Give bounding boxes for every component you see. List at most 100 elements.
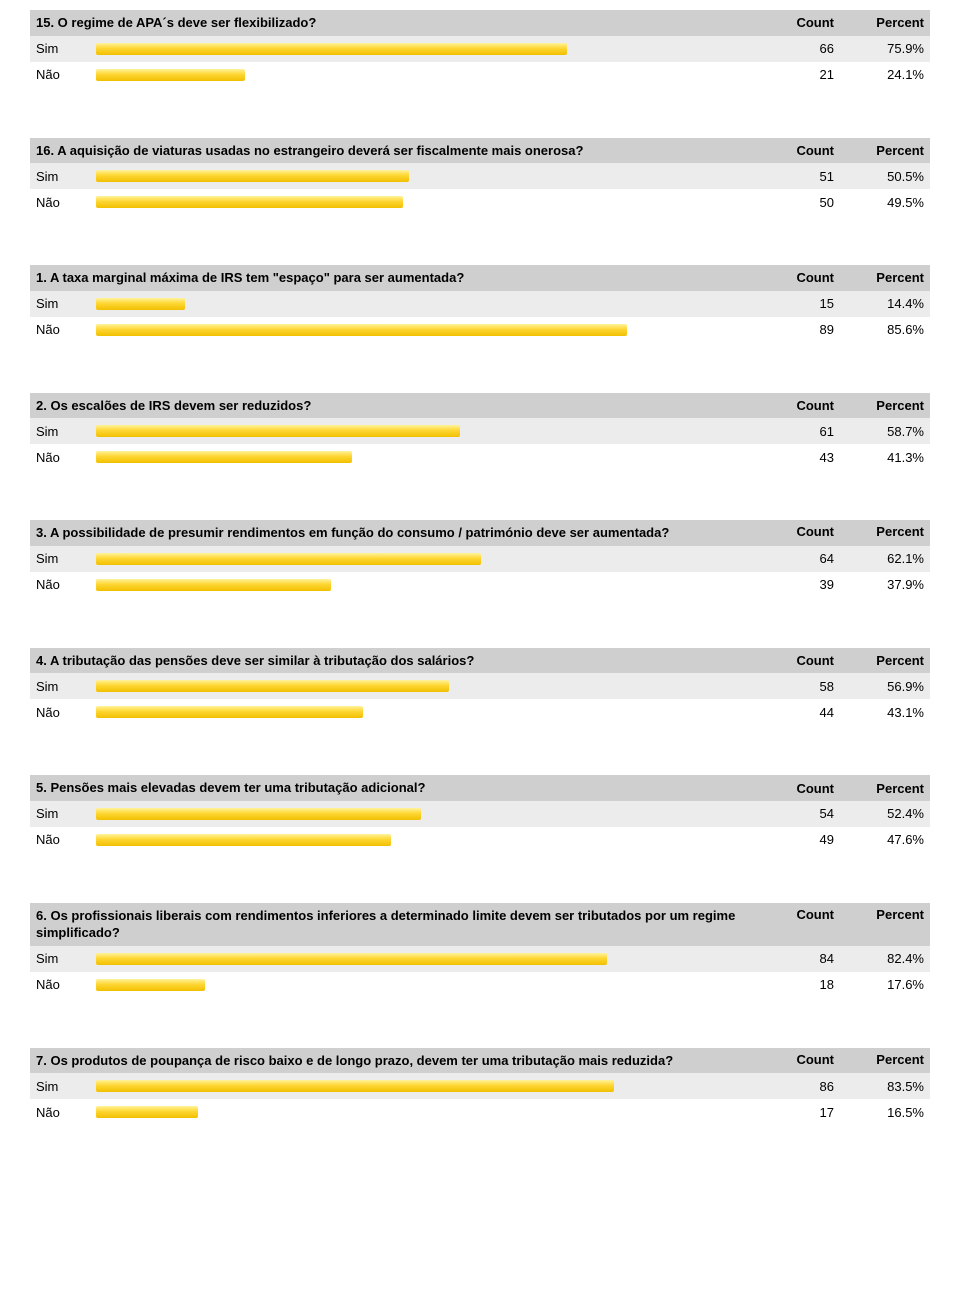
percent-bar <box>96 553 481 565</box>
percent-value: 75.9% <box>834 41 924 56</box>
question-block: 4. A tributação das pensões deve ser sim… <box>30 648 930 726</box>
bar-cell <box>96 553 754 565</box>
answer-label: Sim <box>36 806 96 821</box>
percent-value: 83.5% <box>834 1079 924 1094</box>
percent-value: 82.4% <box>834 951 924 966</box>
percent-bar <box>96 69 245 81</box>
bar-cell <box>96 1106 754 1118</box>
bar-cell <box>96 680 754 692</box>
percent-value: 16.5% <box>834 1105 924 1120</box>
percent-bar <box>96 979 205 991</box>
percent-value: 37.9% <box>834 577 924 592</box>
count-value: 49 <box>754 832 834 847</box>
bar-cell <box>96 69 754 81</box>
column-header-percent: Percent <box>834 653 924 668</box>
question-header: 3. A possibilidade de presumir rendiment… <box>30 520 930 546</box>
question-block: 3. A possibilidade de presumir rendiment… <box>30 520 930 598</box>
question-block: 16. A aquisição de viaturas usadas no es… <box>30 138 930 216</box>
answer-row: Não5049.5% <box>30 189 930 215</box>
question-header: 16. A aquisição de viaturas usadas no es… <box>30 138 930 164</box>
percent-bar <box>96 425 460 437</box>
column-header-count: Count <box>754 1052 834 1067</box>
percent-value: 62.1% <box>834 551 924 566</box>
answer-label: Não <box>36 832 96 847</box>
column-header-count: Count <box>754 524 834 539</box>
bar-cell <box>96 451 754 463</box>
column-header-percent: Percent <box>834 907 924 922</box>
column-header-count: Count <box>754 653 834 668</box>
answer-row: Sim 6675.9% <box>30 36 930 62</box>
bar-cell <box>96 425 754 437</box>
question-block: 7. Os produtos de poupança de risco baix… <box>30 1048 930 1126</box>
column-header-count: Count <box>754 398 834 413</box>
question-header: 5. Pensões mais elevadas devem ter uma t… <box>30 775 930 801</box>
count-value: 86 <box>754 1079 834 1094</box>
bar-cell <box>96 170 754 182</box>
answer-label: Sim <box>36 41 96 56</box>
percent-value: 49.5% <box>834 195 924 210</box>
answer-label: Não <box>36 705 96 720</box>
answer-label: Não <box>36 322 96 337</box>
percent-bar <box>96 953 607 965</box>
bar-cell <box>96 298 754 310</box>
question-block: 15. O regime de APA´s deve ser flexibili… <box>30 10 930 88</box>
answer-label: Sim <box>36 296 96 311</box>
count-value: 44 <box>754 705 834 720</box>
answer-label: Sim <box>36 951 96 966</box>
question-title: 16. A aquisição de viaturas usadas no es… <box>36 142 754 160</box>
column-header-percent: Percent <box>834 15 924 30</box>
count-value: 51 <box>754 169 834 184</box>
answer-row: Não 1817.6% <box>30 972 930 998</box>
answer-row: Não 3937.9% <box>30 572 930 598</box>
answer-label: Não <box>36 1105 96 1120</box>
column-header-count: Count <box>754 781 834 796</box>
count-value: 39 <box>754 577 834 592</box>
count-value: 58 <box>754 679 834 694</box>
column-header-percent: Percent <box>834 1052 924 1067</box>
percent-value: 56.9% <box>834 679 924 694</box>
percent-bar <box>96 808 421 820</box>
bar-cell <box>96 324 754 336</box>
bar-cell <box>96 196 754 208</box>
question-block: 6. Os profissionais liberais com rendime… <box>30 903 930 998</box>
percent-bar <box>96 324 627 336</box>
percent-bar <box>96 834 391 846</box>
percent-bar <box>96 1080 614 1092</box>
answer-label: Sim <box>36 551 96 566</box>
percent-bar <box>96 170 409 182</box>
bar-cell <box>96 808 754 820</box>
survey-container: 15. O regime de APA´s deve ser flexibili… <box>30 10 930 1125</box>
percent-value: 58.7% <box>834 424 924 439</box>
answer-label: Não <box>36 977 96 992</box>
answer-label: Não <box>36 577 96 592</box>
question-title: 6. Os profissionais liberais com rendime… <box>36 907 754 942</box>
percent-bar <box>96 579 331 591</box>
percent-value: 17.6% <box>834 977 924 992</box>
count-value: 66 <box>754 41 834 56</box>
question-header: 7. Os produtos de poupança de risco baix… <box>30 1048 930 1074</box>
question-title: 15. O regime de APA´s deve ser flexibili… <box>36 14 754 32</box>
count-value: 21 <box>754 67 834 82</box>
answer-label: Sim <box>36 1079 96 1094</box>
count-value: 18 <box>754 977 834 992</box>
percent-bar <box>96 706 363 718</box>
count-value: 54 <box>754 806 834 821</box>
bar-cell <box>96 706 754 718</box>
answer-row: Não 1716.5% <box>30 1099 930 1125</box>
answer-label: Sim <box>36 679 96 694</box>
answer-row: Não4443.1% <box>30 699 930 725</box>
count-value: 50 <box>754 195 834 210</box>
bar-cell <box>96 953 754 965</box>
answer-label: Sim <box>36 424 96 439</box>
bar-cell <box>96 834 754 846</box>
percent-value: 52.4% <box>834 806 924 821</box>
count-value: 17 <box>754 1105 834 1120</box>
percent-value: 85.6% <box>834 322 924 337</box>
percent-value: 14.4% <box>834 296 924 311</box>
bar-cell <box>96 579 754 591</box>
answer-row: Sim1514.4% <box>30 291 930 317</box>
answer-row: Sim6462.1% <box>30 546 930 572</box>
question-header: 2. Os escalões de IRS devem ser reduzido… <box>30 393 930 419</box>
question-header: 15. O regime de APA´s deve ser flexibili… <box>30 10 930 36</box>
column-header-percent: Percent <box>834 143 924 158</box>
